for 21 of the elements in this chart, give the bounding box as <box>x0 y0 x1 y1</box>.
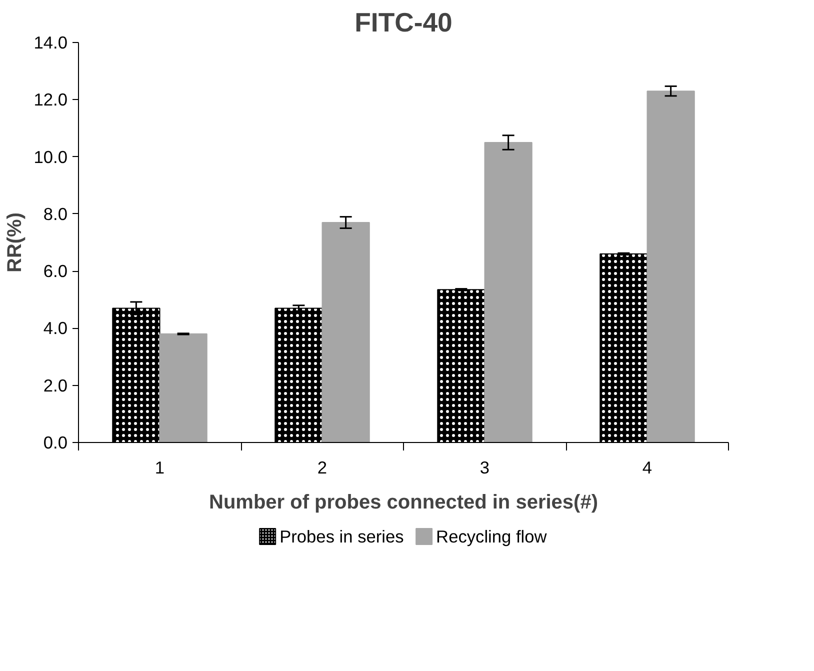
x-tick-label: 3 <box>480 458 490 478</box>
bar <box>159 333 208 442</box>
legend-label: Probes in series <box>280 526 404 546</box>
y-tick-label: 10.0 <box>34 146 68 167</box>
y-tick-label: 0.0 <box>43 432 68 452</box>
bar <box>484 142 532 442</box>
y-tick-label: 6.0 <box>43 261 68 282</box>
y-axis-title: RR(%) <box>4 212 26 272</box>
y-tick-label: 8.0 <box>43 204 68 224</box>
x-axis-title: Number of probes connected in series(#) <box>209 492 598 514</box>
y-tick-label: 4.0 <box>43 318 68 338</box>
legend-label: Recycling flow <box>436 526 548 546</box>
x-tick-label: 1 <box>154 458 165 478</box>
bar <box>646 90 695 442</box>
y-tick-label: 2.0 <box>43 375 68 396</box>
x-tick-label: 4 <box>642 458 652 478</box>
x-tick-label: 2 <box>317 458 328 478</box>
y-tick-label: 12.0 <box>34 90 68 110</box>
chart-title: FITC-40 <box>354 8 452 38</box>
bar <box>322 222 370 442</box>
y-tick-label: 14.0 <box>34 32 68 52</box>
